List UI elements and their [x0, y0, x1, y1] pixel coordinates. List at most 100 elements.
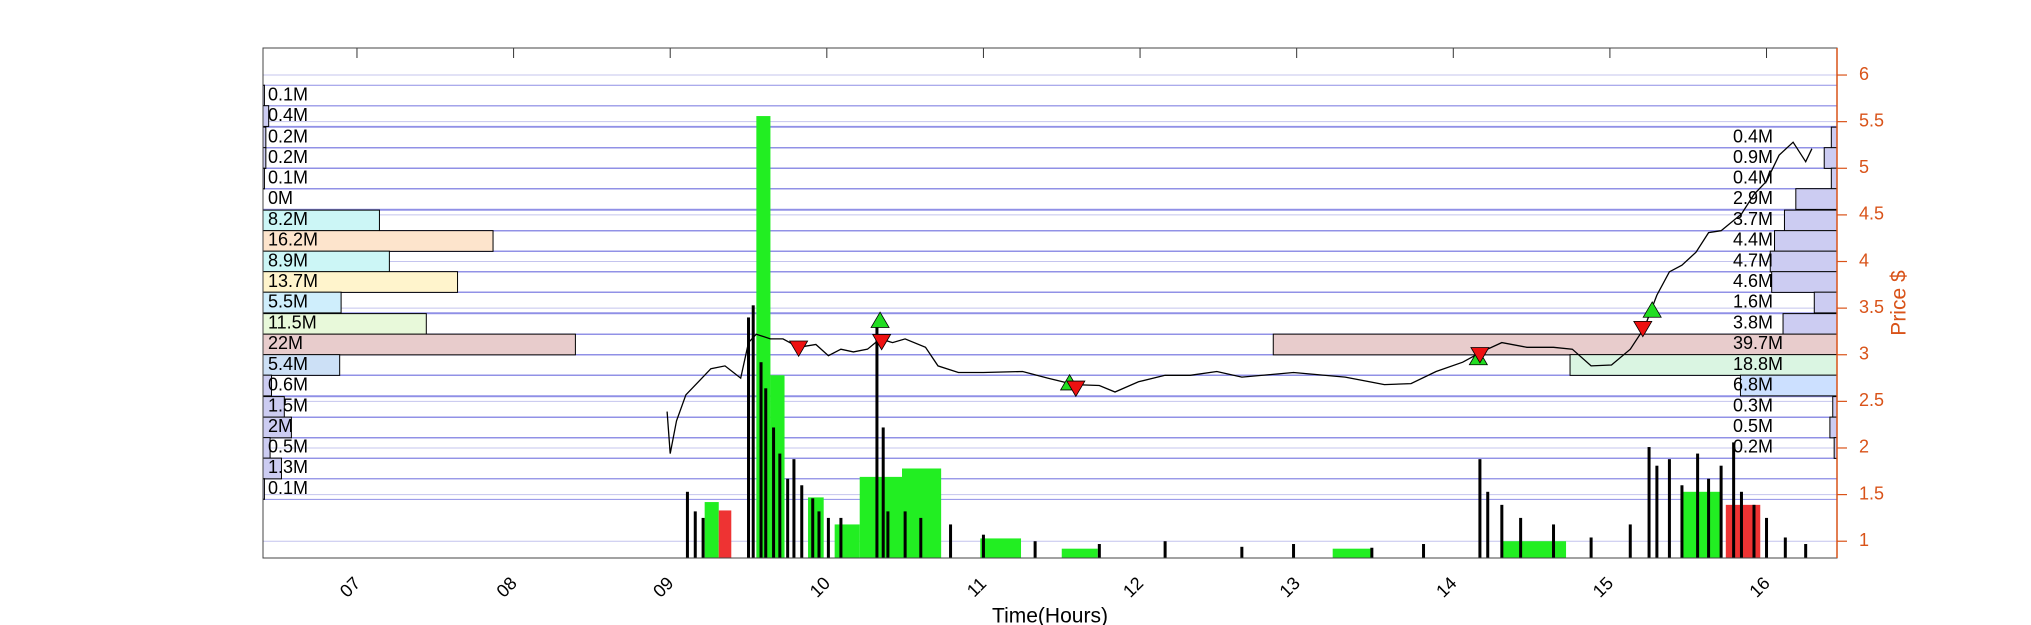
- volume-block: [980, 538, 1022, 558]
- volume-profile-label: 8.2M: [268, 209, 308, 229]
- volume-profile-bar: [1830, 126, 1838, 149]
- volume-spike: [886, 511, 890, 558]
- volume-spike: [800, 485, 804, 558]
- volume-spike: [1370, 547, 1374, 558]
- volume-profile-label: 1.3M: [268, 457, 308, 477]
- volume-profile-label: 0.1M: [268, 84, 308, 104]
- volume-spike: [1752, 504, 1756, 558]
- volume-spike: [786, 478, 790, 558]
- volume-spike: [1783, 537, 1787, 558]
- volume-spike: [1647, 447, 1651, 558]
- volume-profile-label: 2.9M: [1733, 188, 1773, 208]
- volume-profile-label: 18.8M: [1733, 354, 1783, 374]
- price-line: [666, 141, 1813, 454]
- volume-profile-label: 4.4M: [1733, 230, 1773, 250]
- sell-marker: [1470, 347, 1490, 364]
- volume-spike: [949, 524, 953, 558]
- volume-spike: [1589, 537, 1593, 558]
- y-tick-label: 5: [1859, 157, 1869, 177]
- volume-spike: [1163, 541, 1167, 558]
- volume-profile-label: 22M: [268, 333, 303, 353]
- volume-profile-label: 0.4M: [268, 105, 308, 125]
- volume-spike: [701, 517, 705, 558]
- volume-spike: [817, 511, 821, 558]
- sell-marker: [871, 334, 892, 351]
- volume-spike: [1628, 524, 1632, 558]
- volume-spike: [1696, 453, 1700, 558]
- y-tick-label: 1: [1859, 530, 1869, 550]
- buy-marker: [1642, 301, 1662, 318]
- volume-spike: [1486, 491, 1490, 558]
- volume-profile-label: 0.1M: [268, 167, 308, 187]
- volume-profile-label: 0.5M: [1733, 416, 1773, 436]
- y-tick-label: 6: [1859, 64, 1869, 84]
- volume-block: [859, 476, 902, 558]
- volume-spike: [875, 323, 879, 558]
- volume-profile-label: 13.7M: [268, 271, 318, 291]
- volume-profile-bar: [1795, 188, 1838, 210]
- volume-profile-label: 16.2M: [268, 230, 318, 250]
- volume-spike: [1739, 491, 1743, 558]
- volume-block: [718, 510, 732, 558]
- volume-profile-bar: [1774, 230, 1838, 252]
- volume-profile-label: 3.7M: [1733, 209, 1773, 229]
- volume-spike: [1033, 541, 1037, 558]
- volume-spike: [826, 517, 830, 558]
- volume-spike: [685, 491, 689, 558]
- volume-spike: [792, 459, 796, 558]
- y-axis-title: Price $: [1888, 270, 1911, 336]
- volume-spike: [981, 534, 985, 558]
- volume-profile-label: 0.9M: [1733, 147, 1773, 167]
- volume-profile-label: 0.4M: [1733, 126, 1773, 146]
- volume-profile-label: 5.4M: [268, 354, 308, 374]
- volume-profile-label: 0.3M: [1733, 396, 1773, 416]
- volume-block: [808, 497, 824, 558]
- volume-profile-label: 4.6M: [1733, 271, 1773, 291]
- volume-spike: [1804, 544, 1808, 558]
- y-tick-label: 4: [1859, 250, 1869, 270]
- volume-profile-label: 3.8M: [1733, 313, 1773, 333]
- volume-block: [1681, 491, 1722, 558]
- volume-profile-label: 0.4M: [1733, 167, 1773, 187]
- sell-marker: [788, 340, 809, 358]
- volume-profile-label: 8.9M: [268, 250, 308, 270]
- y-tick-label: 1.5: [1859, 483, 1884, 503]
- volume-profile-bar: [1769, 250, 1838, 273]
- volume-spike: [881, 427, 885, 558]
- volume-profile-bar: [1783, 209, 1838, 232]
- volume-spike: [1292, 544, 1296, 558]
- y-tick-label: 2.5: [1859, 390, 1884, 410]
- x-axis-title: Time(Hours): [992, 605, 1108, 625]
- volume-profile-label: 39.7M: [1733, 333, 1783, 353]
- volume-profile-label: 6.8M: [1733, 374, 1773, 394]
- volume-profile-bar: [1830, 167, 1838, 190]
- volume-spike: [764, 388, 768, 558]
- volume-spike: [1655, 465, 1659, 558]
- volume-profile-bar: [1782, 313, 1838, 335]
- volume-spike: [1422, 544, 1426, 558]
- volume-block: [1501, 541, 1567, 558]
- y-tick-label: 3: [1859, 343, 1869, 363]
- volume-spike: [1732, 442, 1736, 558]
- volume-spike: [1680, 485, 1684, 558]
- volume-block: [704, 502, 719, 558]
- volume-spike: [747, 317, 751, 558]
- volume-spike: [1478, 459, 1482, 558]
- volume-spike: [759, 362, 763, 558]
- volume-profile-label: 0.2M: [268, 147, 308, 167]
- volume-spike: [1097, 544, 1101, 558]
- volume-profile-bar: [1771, 271, 1838, 293]
- volume-profile-bar: [1829, 416, 1838, 439]
- volume-profile-label: 0.1M: [268, 478, 308, 498]
- volume-block: [1332, 548, 1372, 558]
- volume-block: [834, 524, 860, 558]
- volume-profile-label: 2M: [268, 416, 293, 436]
- volume-profile-label: 5.5M: [268, 291, 308, 311]
- volume-spike: [693, 511, 697, 558]
- volume-spike: [839, 517, 843, 558]
- sell-marker: [1066, 380, 1086, 398]
- volume-block: [1061, 548, 1098, 558]
- y-tick-label: 3.5: [1859, 297, 1884, 317]
- volume-profile-bar: [262, 333, 576, 356]
